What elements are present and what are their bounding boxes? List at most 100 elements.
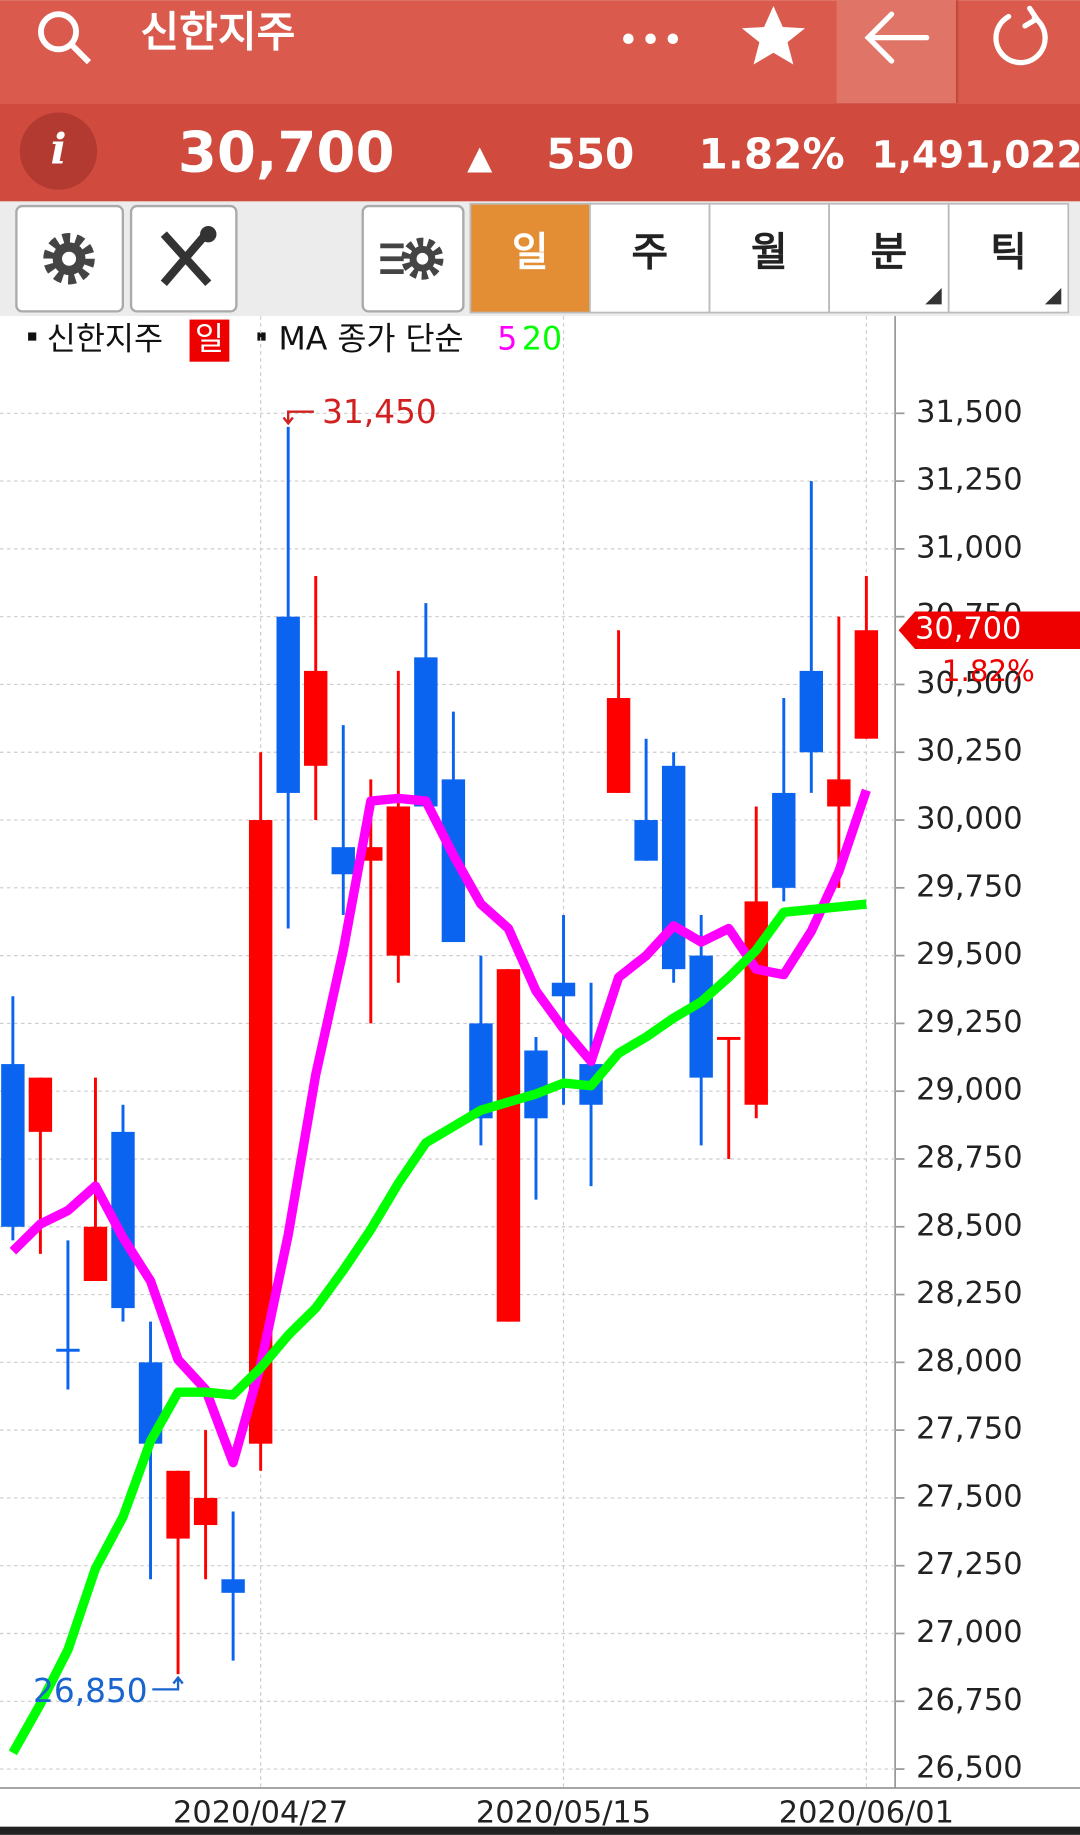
legend-stock: 신한지주 <box>47 322 163 358</box>
tab-label: 틱 <box>990 230 1027 276</box>
refresh-icon[interactable] <box>993 5 1048 66</box>
plot: 26,500 26,750 27,000 27,250 27,500 27,750 28,0… <box>0 316 1080 1830</box>
candle-body <box>56 1348 80 1352</box>
candle-body <box>854 630 879 739</box>
candle-body <box>221 1579 245 1593</box>
y-tick-label: 30,500 <box>916 666 1022 701</box>
settings-button[interactable] <box>15 204 125 313</box>
min-marker <box>152 1675 184 1691</box>
y-tick-label: 28,000 <box>916 1344 1022 1379</box>
search-icon[interactable] <box>38 11 91 65</box>
candle-body <box>248 820 273 1444</box>
tab[interactable] <box>828 202 950 314</box>
candle-body <box>331 847 355 875</box>
tab-label: 월 <box>751 230 788 276</box>
candle-body <box>689 955 713 1078</box>
legend-ma: MA 종가 단순 <box>278 322 463 358</box>
bottom-strip <box>0 1826 1080 1835</box>
y-tick-label: 29,250 <box>916 1005 1022 1040</box>
y-tick-label: 29,500 <box>916 937 1022 972</box>
last-price-tag <box>898 611 1080 649</box>
candle-body <box>717 1036 741 1040</box>
candle-body <box>166 1470 190 1539</box>
candle-body <box>661 765 686 970</box>
legend-ma20: 20 <box>522 322 562 358</box>
y-tick-label: 31,500 <box>916 395 1022 430</box>
max-marker <box>282 410 314 426</box>
tab[interactable] <box>469 202 591 314</box>
candle-body <box>193 1497 218 1526</box>
candle-body <box>1 1064 25 1227</box>
star-icon[interactable] <box>741 5 806 65</box>
tab-label: 분 <box>871 230 908 276</box>
y-tick-label: 31,250 <box>916 463 1022 498</box>
y-tick-label: 26,750 <box>916 1683 1022 1718</box>
candle-body <box>524 1050 548 1119</box>
price-bar <box>0 103 1080 202</box>
period-label: 일 <box>195 322 224 358</box>
min-label: 26,850 <box>33 1672 148 1710</box>
tools-button[interactable] <box>129 204 238 313</box>
candle-body <box>496 969 521 1322</box>
last-change-label: 1.82% <box>942 654 1035 688</box>
x-tick-label: 2020/06/01 <box>779 1795 954 1830</box>
candle-body <box>799 670 824 753</box>
moving-average-line <box>9 788 871 1468</box>
period-badge <box>189 319 230 362</box>
y-tick-label: 27,750 <box>916 1412 1022 1447</box>
current-price: 30,700 <box>178 120 395 185</box>
tab-corner <box>1044 287 1062 305</box>
tab-corner <box>925 287 942 305</box>
candle-body <box>551 982 576 997</box>
price-change: 550 <box>546 129 634 178</box>
up-arrow: ▲ <box>467 138 493 176</box>
change-percent: 1.82% <box>699 129 845 178</box>
candle-body <box>276 616 300 793</box>
last-price-label: 30,700 <box>915 612 1021 647</box>
back-button-bg <box>836 0 958 104</box>
candle-body <box>386 806 411 956</box>
candle-body <box>772 792 796 888</box>
y-tick-label: 27,250 <box>916 1547 1022 1582</box>
legend-marker <box>28 332 37 341</box>
tab[interactable] <box>947 202 1070 314</box>
y-tick-label: 29,750 <box>916 869 1022 904</box>
candle-body <box>83 1226 108 1281</box>
y-tick-label: 30,000 <box>916 802 1022 837</box>
tab-label: 주 <box>631 230 668 276</box>
more-icon[interactable] <box>623 33 679 45</box>
candle-body <box>469 1023 493 1119</box>
y-tick-label: 27,000 <box>916 1615 1022 1650</box>
y-tick-label: 26,500 <box>916 1751 1022 1786</box>
y-tick-label: 28,750 <box>916 1140 1022 1175</box>
candle-body <box>28 1077 53 1132</box>
stock-title: 신한지주 <box>140 8 295 57</box>
x-tick-label: 2020/04/27 <box>173 1795 348 1830</box>
candle-body <box>304 670 328 766</box>
info-button[interactable] <box>19 112 98 190</box>
candle-body <box>111 1131 135 1309</box>
candle-body <box>606 698 631 793</box>
indicator-settings-button[interactable] <box>361 204 465 313</box>
candle-body <box>414 657 438 807</box>
y-tick-label: 31,000 <box>916 530 1022 565</box>
y-tick-label: 30,250 <box>916 734 1022 769</box>
tab[interactable] <box>589 202 711 314</box>
y-tick-label: 28,250 <box>916 1276 1022 1311</box>
back-icon[interactable] <box>864 11 930 64</box>
y-tick-label: 29,000 <box>916 1073 1022 1108</box>
legend-marker <box>257 332 266 341</box>
candle-body <box>634 820 658 861</box>
tab-label: 일 <box>512 230 549 276</box>
moving-average-line <box>8 899 867 1756</box>
y-tick-label: 27,500 <box>916 1479 1022 1514</box>
y-tick-label: 28,500 <box>916 1208 1022 1243</box>
volume: 1,491,022 <box>872 132 1080 176</box>
legend-ma5: 5 <box>497 322 517 358</box>
max-label: 31,450 <box>322 393 437 431</box>
candle-body <box>827 779 851 807</box>
info-icon: i <box>51 123 67 173</box>
